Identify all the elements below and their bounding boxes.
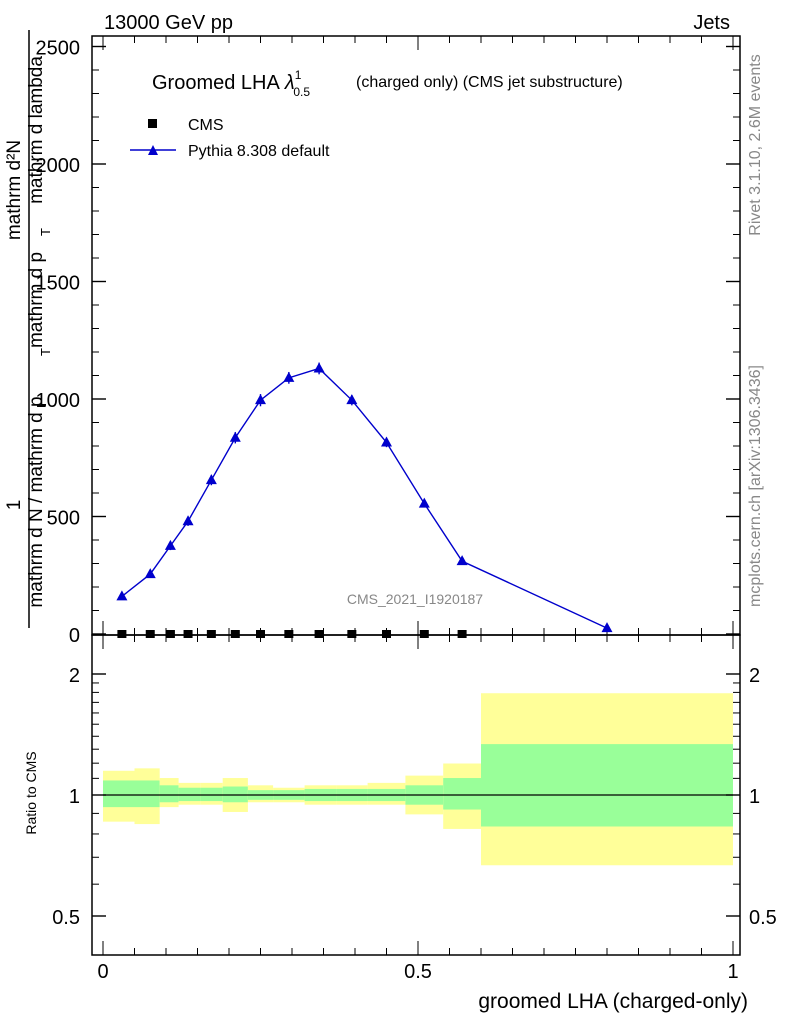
ylabel-num: mathrm d²N (4, 140, 25, 240)
pythia-point (255, 394, 266, 405)
ylabel-num-b: mathrm d p (26, 252, 47, 348)
ratio-ytick-label: 1 (69, 786, 80, 808)
pythia-point (381, 436, 392, 447)
main-ytick-label: 0 (69, 625, 80, 647)
ratio-ytick-label: 0.5 (52, 907, 80, 929)
ratio-x-axis: 0 0.5 1 (97, 635, 739, 983)
ratio-band-green (134, 780, 160, 808)
legend-cms-label: CMS (188, 117, 224, 134)
ylabel-den-b: mathrm d N / mathrm d p (26, 396, 47, 607)
ratio-band-green (481, 744, 733, 827)
ratio-ylabel: Ratio to CMS (23, 751, 39, 834)
pythia-point (164, 539, 176, 550)
ratio-xtick-label: 0.5 (404, 961, 432, 983)
legend-mc-marker (148, 145, 158, 155)
ratio-ytick-label-right: 2 (749, 665, 760, 687)
cms-point (382, 630, 391, 638)
header-left: 13000 GeV pp (104, 12, 233, 34)
ratio-band-green (103, 780, 135, 808)
main-ytick-label: 1000 (36, 390, 81, 412)
cms-point (314, 630, 324, 638)
main-y-axis: 0 500 1000 1500 2000 2500 (36, 38, 740, 647)
title-sub: 0.5 (293, 85, 310, 99)
ratio-ytick-label-right: 1 (749, 786, 760, 808)
main-ytick-label: 1500 (36, 273, 81, 295)
cms-point (165, 630, 175, 638)
ratio-band-green (159, 785, 179, 803)
ratio-band-green (178, 787, 201, 802)
pythia-point (205, 474, 217, 485)
ratio-bands (103, 693, 733, 866)
legend-mc-label: Pythia 8.308 default (188, 143, 330, 160)
ylabel-num-c: mathrm d lambda (26, 56, 47, 204)
cms-point (347, 630, 357, 638)
ylabel-den-a: 1 (4, 500, 25, 511)
chart-title: Groomed LHA λ1 0.5 (152, 68, 310, 99)
cms-point (256, 630, 265, 638)
cms-point (117, 630, 127, 638)
pythia-line (121, 367, 608, 629)
legend-cms-marker (148, 119, 157, 128)
pythia-point (346, 394, 358, 405)
pythia-point (116, 590, 128, 601)
pythia-point (456, 555, 468, 566)
main-ytick-label: 2000 (36, 155, 81, 177)
header-right: Jets (693, 12, 730, 34)
rivet-label: Rivet 3.1.10, 2.6M events (747, 54, 764, 235)
ratio-xtick-label: 0 (97, 961, 108, 983)
chart-title-rest: (charged only) (CMS jet substructure) (356, 74, 623, 91)
cms-point (419, 630, 429, 638)
pythia-point (144, 568, 156, 579)
cms-point (284, 630, 294, 638)
pythia-points (116, 362, 613, 633)
pythia-point (229, 431, 241, 442)
ratio-ytick-label-right: 0.5 (749, 907, 777, 929)
pythia-point (418, 497, 430, 508)
ratio-band-green (200, 787, 223, 802)
ratio-ytick-label: 2 (69, 665, 80, 687)
mcplots-label: mcplots.cern.ch [arXiv:1306.3436] (747, 365, 764, 607)
cms-point (230, 630, 240, 638)
pythia-point (601, 622, 613, 633)
main-ytick-label: 2500 (36, 38, 81, 60)
main-ytick-label: 500 (47, 508, 80, 530)
title-main: Groomed LHA (152, 72, 280, 94)
title-symbol: λ (284, 72, 295, 94)
ratio-y-axis: 0.5 0.5 1 1 2 2 (52, 665, 777, 929)
legend: CMS Pythia 8.308 default (130, 117, 330, 160)
cms-point (145, 630, 155, 638)
ylabel-den-c: T (38, 228, 53, 236)
ylabel-sub-t: T (38, 348, 53, 356)
ratio-band-green (443, 778, 481, 810)
cms-point (183, 630, 193, 638)
ratio-xtick-label: 1 (727, 961, 738, 983)
pythia-point (313, 362, 325, 373)
title-sup: 1 (295, 68, 302, 82)
ratio-band-green (222, 786, 248, 803)
cms-point (206, 630, 216, 638)
cms-points (117, 630, 467, 638)
pythia-series (121, 367, 608, 629)
main-ylabel: 1 mathrm d N / mathrm d p mathrm d²N mat… (4, 30, 53, 628)
pythia-point (283, 371, 295, 382)
x-axis-title: groomed LHA (charged-only) (478, 990, 748, 1013)
cms-point (457, 630, 467, 638)
pythia-point (182, 515, 194, 526)
analysis-watermark: CMS_2021_I1920187 (347, 591, 483, 607)
